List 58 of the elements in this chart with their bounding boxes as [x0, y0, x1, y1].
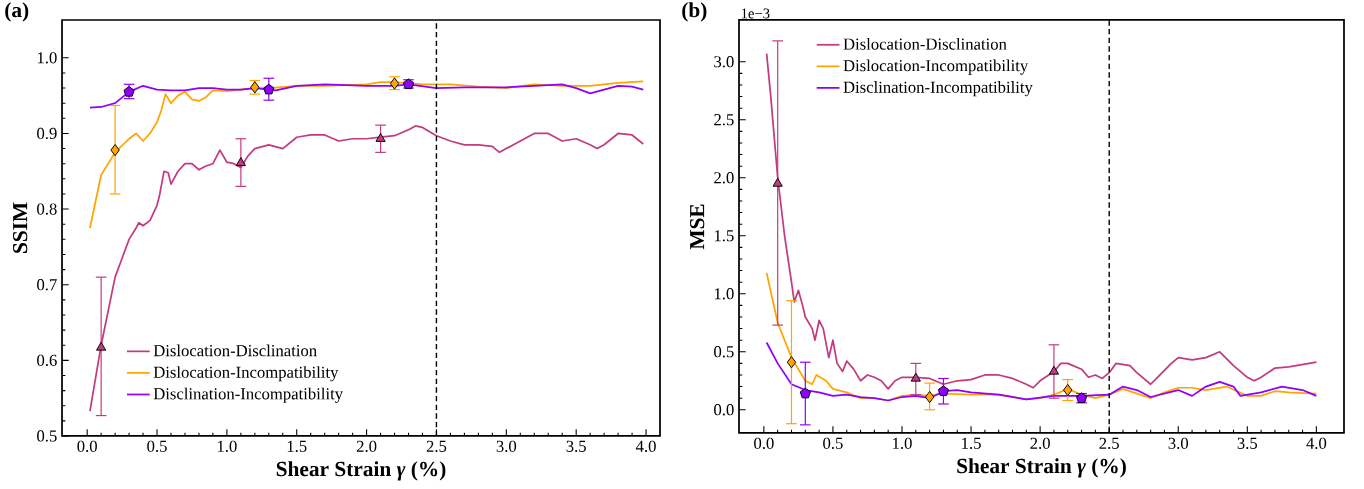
y-tick-label: 0.7: [37, 279, 57, 291]
legend-label: Dislocation-Incompatibility: [843, 59, 1029, 75]
point: [96, 341, 107, 351]
point: [263, 83, 275, 95]
y-tick-label: 3.0: [714, 56, 734, 68]
x-tick-label: 0.5: [823, 437, 843, 450]
point: [110, 144, 120, 157]
y-tick-label: 0.8: [37, 203, 57, 215]
y-tick-label: 0.0: [714, 404, 734, 416]
x-tick-label: 2.0: [356, 440, 377, 453]
point: [910, 372, 921, 382]
chart-title: (a): [5, 2, 29, 22]
point: [799, 387, 811, 399]
x-axis-title: Shear Strain γ (%): [276, 461, 446, 481]
point: [937, 385, 949, 397]
y-axis-title: MSE: [689, 204, 705, 250]
line-series: [89, 125, 645, 412]
point: [786, 356, 797, 369]
y-tick-label: 0.9: [37, 127, 57, 140]
y-tick-label: 2.0: [714, 172, 734, 184]
line-series: [765, 341, 1318, 402]
x-tick-label: 0.0: [77, 440, 97, 453]
point: [375, 132, 386, 142]
x-tick-label: 2.5: [426, 440, 447, 452]
y-tick-label: 0.5: [714, 346, 734, 358]
y-tick-label: 1.0: [37, 52, 57, 64]
point: [772, 177, 783, 187]
x-tick-label: 0.0: [754, 437, 774, 450]
x-tick-label: 4.0: [635, 440, 656, 453]
x-tick-label: 1.0: [893, 437, 912, 450]
chart-title: (b): [682, 2, 707, 22]
x-tick-label: 2.5: [1099, 437, 1119, 449]
y-tick-label: 1.0: [714, 288, 734, 300]
legend-label: Dislocation-Incompatibility: [153, 366, 339, 382]
legend-label: Disclination-Incompatibility: [843, 81, 1033, 97]
x-tick-label: 1.0: [217, 440, 237, 453]
x-tick-label: 2.0: [1030, 437, 1050, 450]
y-tick-label: 0.6: [37, 354, 57, 367]
x-tick-label: 3.5: [566, 440, 586, 452]
legend-label: Dislocation-Disclination: [843, 37, 1007, 50]
x-tick-label: 1.5: [287, 440, 307, 452]
x-axis-title: Shear Strain γ (%): [957, 458, 1126, 478]
point: [924, 390, 935, 404]
x-tick-label: 0.5: [147, 440, 167, 453]
y-tick-label: 1.5: [714, 230, 734, 242]
y-tick-label: 2.5: [714, 114, 734, 126]
x-tick-label: 3.0: [496, 440, 517, 453]
x-tick-label: 4.0: [1306, 437, 1327, 450]
legend-label: Dislocation-Disclination: [153, 344, 317, 357]
x-tick-label: 1.5: [962, 437, 981, 449]
x-tick-label: 3.0: [1168, 437, 1189, 450]
legend-label: Disclination-Incompatibility: [153, 387, 343, 403]
point: [235, 157, 246, 167]
y-axis-title: SSIM: [13, 202, 28, 253]
point: [1048, 365, 1060, 375]
x-tick-label: 3.5: [1237, 437, 1258, 449]
point: [1063, 383, 1073, 397]
text: 1e−3: [741, 8, 770, 19]
